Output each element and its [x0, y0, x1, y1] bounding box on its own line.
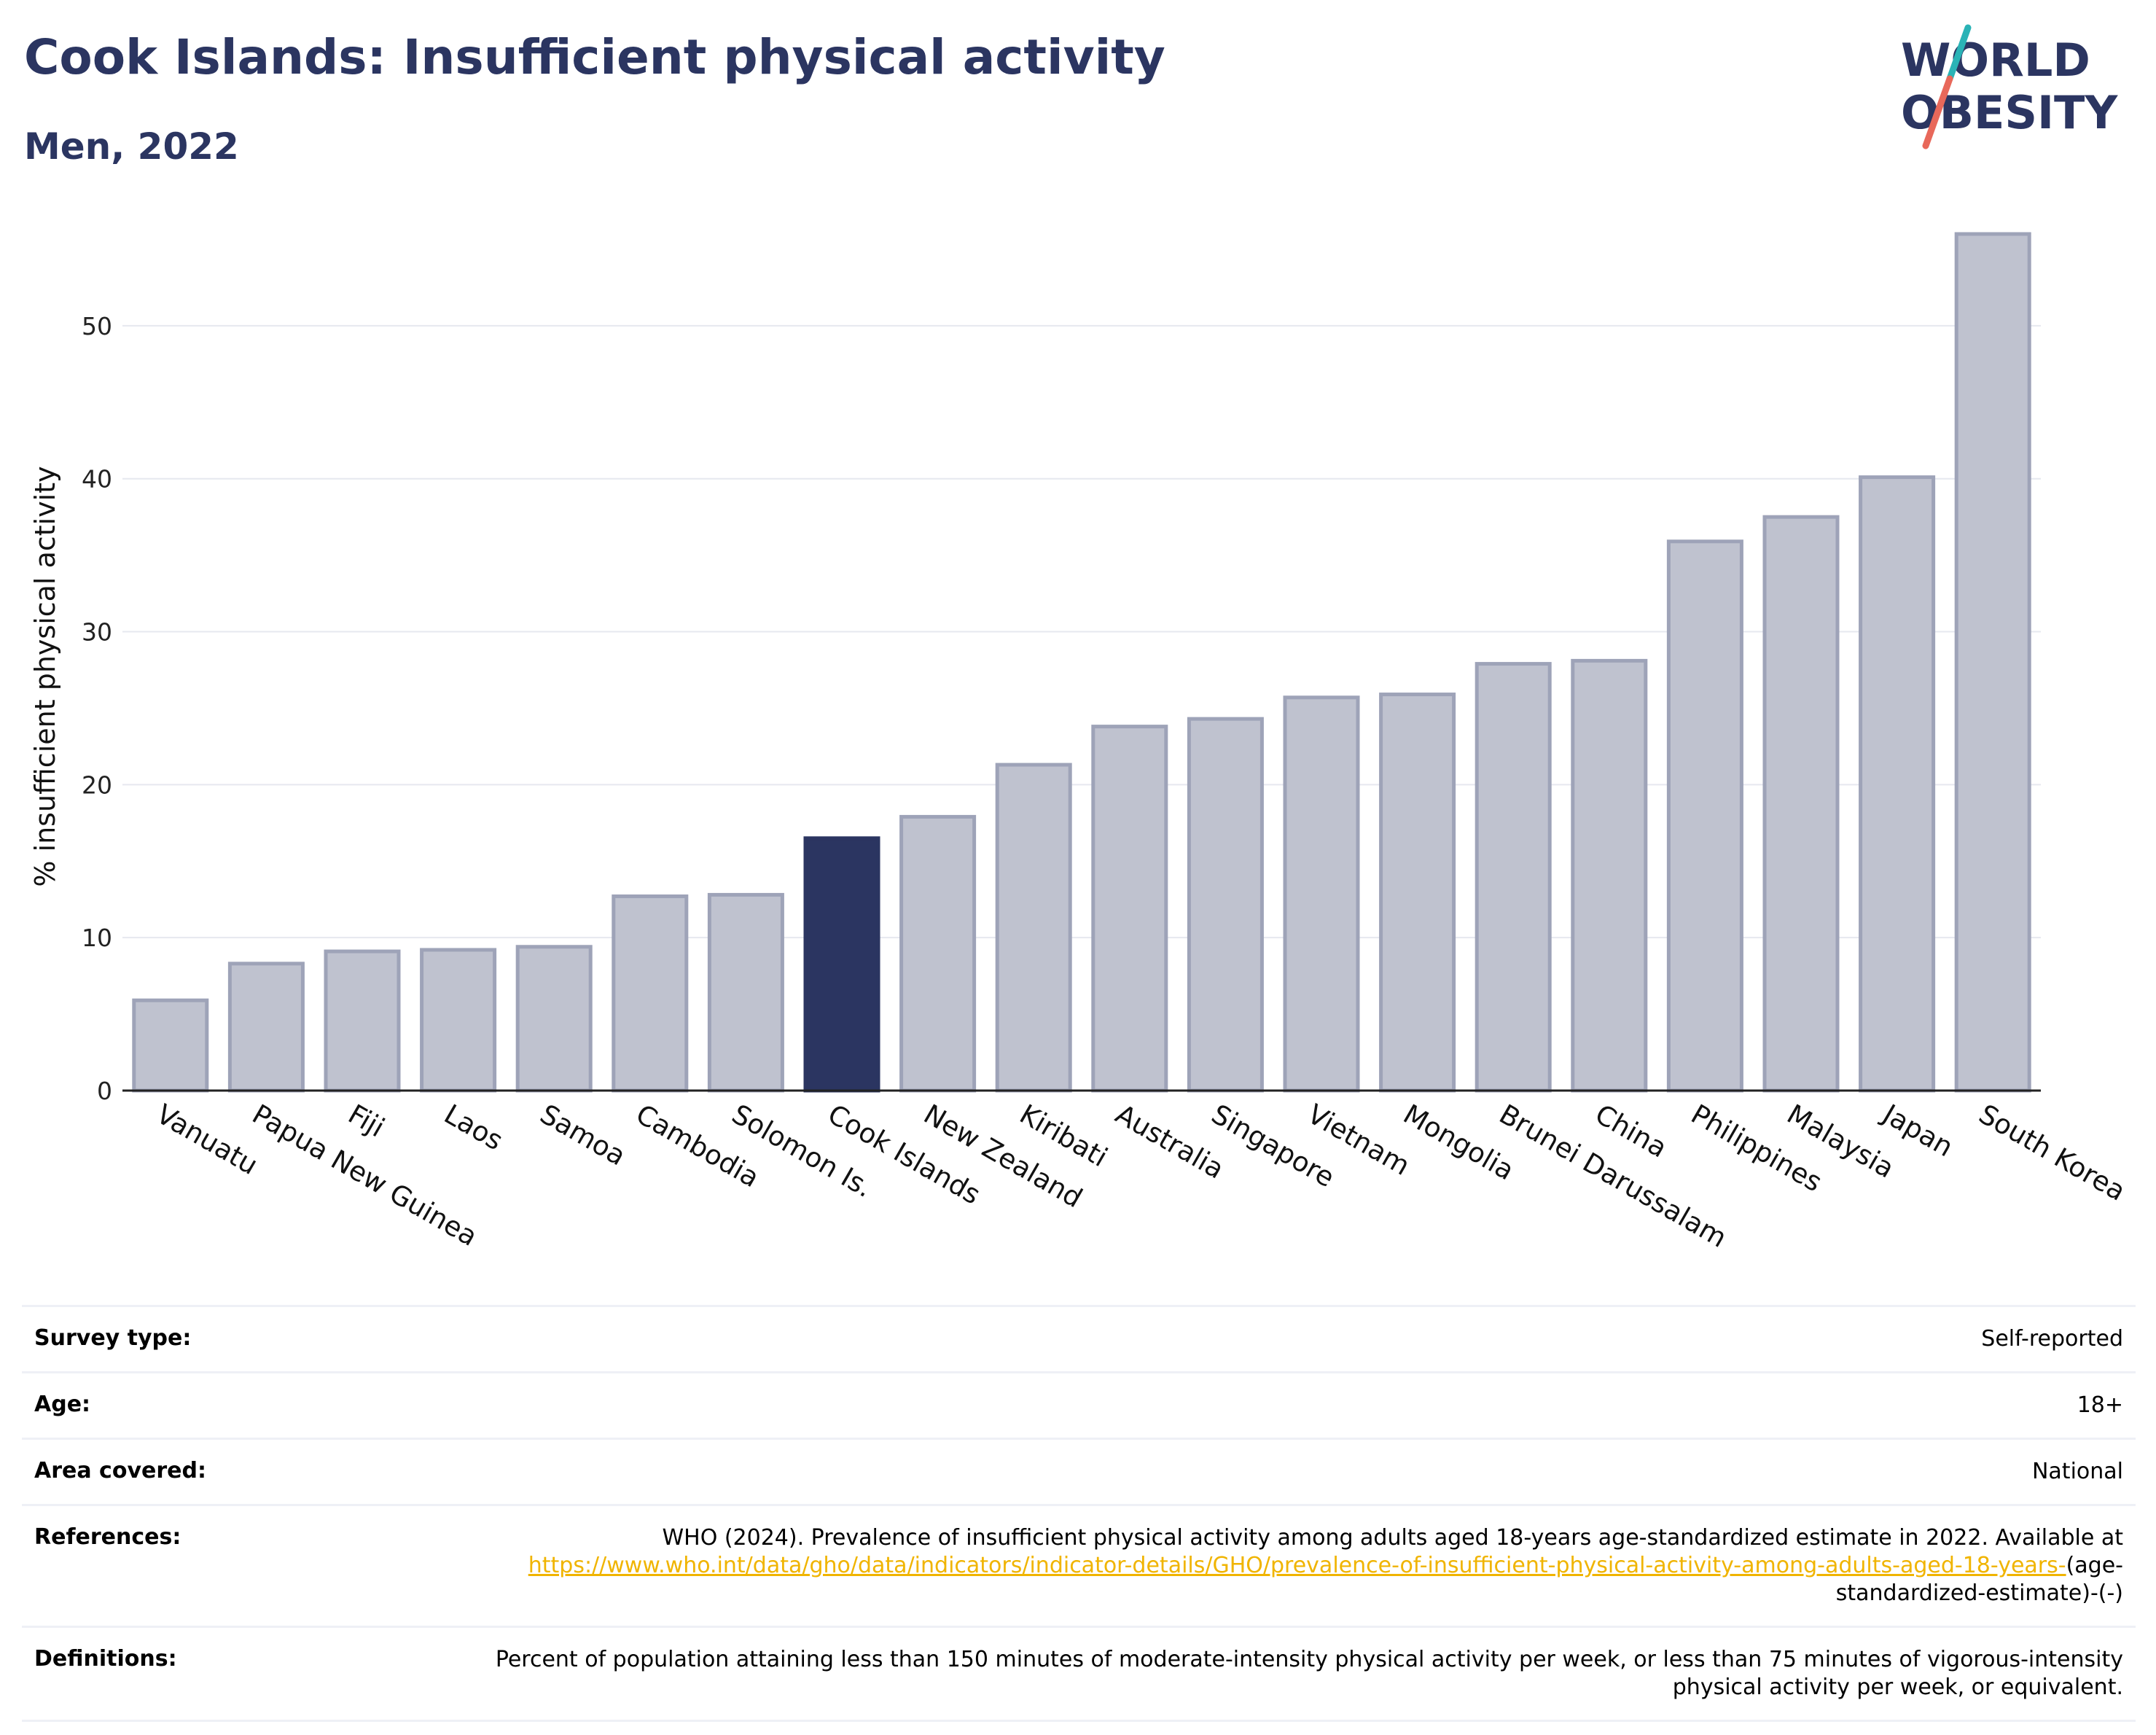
info-label: Definitions: — [34, 1646, 177, 1672]
x-tick-label: New Zealand — [918, 1099, 1087, 1214]
logo-slash-coral — [1922, 75, 1953, 149]
y-axis-ticks: 0 10 20 30 40 50 — [82, 312, 112, 1105]
bar-brunei-darussalam — [1475, 662, 1552, 1093]
bar-vietnam — [1283, 695, 1360, 1093]
y-tick-label: 50 — [82, 312, 112, 340]
bar-japan — [1859, 475, 1936, 1093]
logo-line1: WORLD — [1901, 34, 2090, 87]
info-value: Percent of population attaining less tha… — [495, 1647, 2123, 1700]
bar-solomon-is — [707, 892, 784, 1093]
x-tick-label: Australia — [1110, 1099, 1229, 1185]
x-tick-label: South Korea — [1974, 1099, 2131, 1207]
info-row-age: Age: 18+ — [22, 1371, 2136, 1438]
bars — [132, 232, 2031, 1093]
info-label: References: — [34, 1524, 181, 1550]
y-tick-label: 20 — [82, 771, 112, 799]
info-value: Self-reported — [1981, 1326, 2123, 1352]
y-tick-label: 0 — [97, 1077, 112, 1105]
bar-vanuatu — [132, 998, 209, 1093]
bar-new-zealand — [899, 814, 977, 1093]
gridlines — [122, 324, 2041, 939]
x-tick-label: Samoa — [535, 1099, 631, 1172]
bar-australia — [1091, 725, 1168, 1093]
world-obesity-logo: WORLD OBESITY — [1901, 24, 2118, 149]
info-row-references: References: WHO (2024). Prevalence of in… — [22, 1504, 2136, 1626]
info-table: Survey type: Self-reported Age: 18+ Area… — [22, 1305, 2136, 1722]
info-value: WHO (2024). Prevalence of insufficient p… — [22, 1506, 2136, 1626]
info-row-definitions: Definitions: Percent of population attai… — [22, 1626, 2136, 1722]
bar-laos — [420, 948, 497, 1093]
x-tick-label: Laos — [439, 1099, 508, 1157]
info-value: 18+ — [2077, 1392, 2123, 1418]
bar-papua-new-guinea — [227, 962, 305, 1093]
y-axis-label: % insufficient physical activity — [29, 466, 61, 886]
info-value: National — [2031, 1459, 2123, 1484]
bar-malaysia — [1762, 515, 1840, 1093]
bar-china — [1571, 658, 1648, 1093]
logo-slash-teal — [1946, 24, 1972, 82]
info-row-survey-type: Survey type: Self-reported — [22, 1305, 2136, 1371]
reference-link[interactable]: https://www.who.int/data/gho/data/indica… — [528, 1553, 2066, 1578]
y-tick-label: 30 — [82, 618, 112, 647]
reference-text: WHO (2024). Prevalence of insufficient p… — [662, 1525, 2123, 1551]
x-tick-label: Vanuatu — [151, 1099, 263, 1182]
bar-south-korea — [1954, 232, 2031, 1093]
page-subtitle: Men, 2022 — [24, 125, 239, 168]
info-label: Area covered: — [34, 1458, 206, 1483]
bar-fiji — [324, 949, 401, 1093]
info-row-area-covered: Area covered: National — [22, 1438, 2136, 1504]
info-label: Survey type: — [34, 1325, 192, 1351]
y-tick-label: 10 — [82, 924, 112, 952]
bar-kiribati — [995, 763, 1072, 1093]
y-tick-label: 40 — [82, 465, 112, 494]
bar-cambodia — [612, 894, 689, 1093]
reference-suffix: (age-standardized-estimate)-(-) — [1835, 1553, 2123, 1606]
bar-samoa — [515, 945, 593, 1093]
info-label: Age: — [34, 1392, 91, 1417]
bar-singapore — [1187, 717, 1264, 1093]
bar-philippines — [1666, 539, 1743, 1093]
page-title: Cook Islands: Insufficient physical acti… — [24, 29, 1165, 85]
bar-mongolia — [1379, 693, 1456, 1093]
bar-cook-islands — [803, 836, 880, 1093]
x-tick-label: Fiji — [343, 1099, 390, 1144]
